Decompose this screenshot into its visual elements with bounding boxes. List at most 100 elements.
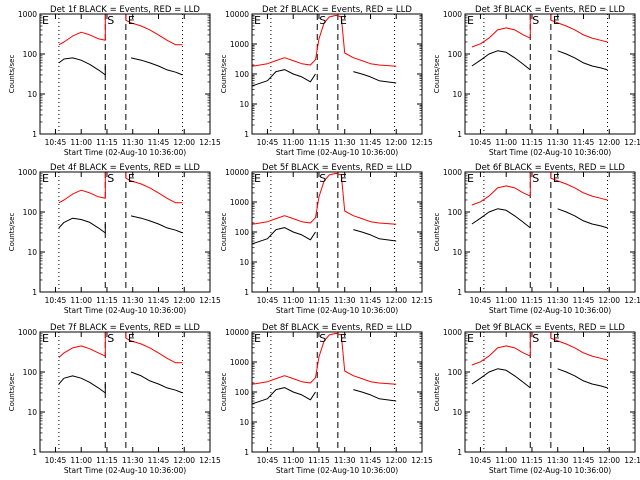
y-tick-label: 1000 [18,328,37,337]
y-tick-label: 10000 [225,10,249,19]
plot-frame [464,331,636,453]
y-tick-label: 1000 [18,10,37,19]
x-axis-label: Start Time (02-Aug-10 10:36:00) [489,306,611,315]
x-tick-label: 11:45 [148,296,170,305]
x-tick-label: 11:00 [70,138,92,147]
x-tick-label: 11:15 [96,138,118,147]
y-axis-label: Counts/sec [8,213,16,252]
x-tick-label: 11:00 [495,456,517,465]
red-series-line [58,171,183,204]
black-series-line [58,57,183,76]
chart-title: Det 7f BLACK = Events, RED = LLD [50,323,200,333]
chart-panel-1: Det 1f BLACK = Events, RED = LLD 1 10 100 10… [8,5,221,157]
chart-panel-8: Det 8f BLACK = Events, RED = LLD 1 10 100 10… [220,323,433,475]
x-tick-label: 10:45 [257,296,279,305]
x-tick-label: 11:00 [282,456,304,465]
marker-label: S [319,172,326,185]
x-tick-label: 12:00 [385,138,407,147]
y-tick-label: 1 [457,288,462,297]
y-tick-label: 1 [32,448,37,457]
x-tick-label: 11:15 [521,138,543,147]
black-series-line [471,50,608,71]
x-tick-label: 11:15 [521,296,543,305]
chart-title: Det 6f BLACK = Events, RED = LLD [475,163,625,173]
marker-label: E [254,14,261,27]
marker-label: E [128,14,135,27]
x-tick-label: 11:45 [360,138,382,147]
chart-panel-6: Det 6f BLACK = Events, RED = LLD 1 10 100 10… [433,163,640,315]
marker-label: E [553,14,560,27]
x-tick-label: 10:45 [257,138,279,147]
x-tick-label: 11:00 [282,138,304,147]
y-tick-label: 10 [239,258,249,267]
marker-label: S [107,332,114,345]
x-tick-label: 10:45 [470,296,492,305]
y-tick-label: 1 [244,448,249,457]
chart-panel-4: Det 4f BLACK = Events, RED = LLD 1 10 100 10… [8,163,221,315]
x-axis-label: Start Time (02-Aug-10 10:36:00) [276,148,398,157]
y-tick-label: 10 [27,248,37,257]
red-series-line [58,331,183,364]
x-tick-label: 12:00 [598,456,620,465]
chart-panel-9: Det 9f BLACK = Events, RED = LLD 1 10 100 10… [433,323,640,475]
y-tick-label: 10 [452,408,462,417]
y-tick-label: 10000 [225,168,249,177]
marker-label: E [340,172,347,185]
y-tick-label: 1 [244,130,249,139]
x-tick-label: 11:45 [573,296,595,305]
marker-label: E [128,172,135,185]
x-axis-label: Start Time (02-Aug-10 10:36:00) [489,466,611,475]
black-series-line [58,371,183,394]
x-tick-label: 12:15 [411,138,433,147]
y-tick-label: 100 [235,70,250,79]
x-tick-label: 10:45 [470,456,492,465]
chart-title: Det 1f BLACK = Events, RED = LLD [50,5,200,15]
x-tick-label: 12:00 [385,296,407,305]
x-tick-label: 12:15 [411,456,433,465]
x-tick-label: 10:45 [45,296,67,305]
marker-label: E [254,172,261,185]
y-tick-label: 1 [457,130,462,139]
marker-label: S [532,332,539,345]
x-tick-label: 12:00 [385,456,407,465]
x-tick-label: 11:30 [122,138,144,147]
y-tick-label: 100 [448,50,463,59]
x-tick-label: 12:00 [173,456,195,465]
x-tick-label: 11:15 [96,296,118,305]
x-tick-label: 11:15 [96,456,118,465]
x-tick-label: 11:30 [122,296,144,305]
y-axis-label: Counts/sec [433,373,441,412]
marker-label: E [254,332,261,345]
chart-panel-5: Det 5f BLACK = Events, RED = LLD 1 10 100 10… [220,163,433,315]
y-tick-label: 100 [448,208,463,217]
black-series-line [251,69,397,87]
y-tick-label: 1000 [443,10,462,19]
red-series-line [58,13,183,46]
x-tick-label: 11:00 [282,296,304,305]
plot-frame [464,13,636,135]
marker-label: E [467,172,474,185]
marker-label: S [532,14,539,27]
y-tick-label: 100 [23,368,38,377]
x-tick-label: 11:00 [495,296,517,305]
y-tick-label: 1000 [443,168,462,177]
y-tick-label: 1000 [230,198,249,207]
plot-frame [251,331,423,453]
marker-label: S [532,172,539,185]
x-tick-label: 12:15 [411,296,433,305]
x-tick-label: 12:00 [598,296,620,305]
x-tick-label: 12:15 [624,296,640,305]
black-series-line [251,387,397,405]
x-tick-label: 11:30 [334,456,356,465]
x-tick-label: 12:15 [624,138,640,147]
plot-frame [464,171,636,293]
y-tick-label: 10 [239,418,249,427]
marker-label: S [319,14,326,27]
y-tick-label: 1000 [18,168,37,177]
x-tick-label: 11:30 [547,296,569,305]
y-tick-label: 10 [452,90,462,99]
y-tick-label: 1 [457,448,462,457]
y-tick-label: 10 [27,90,37,99]
marker-label: E [42,332,49,345]
